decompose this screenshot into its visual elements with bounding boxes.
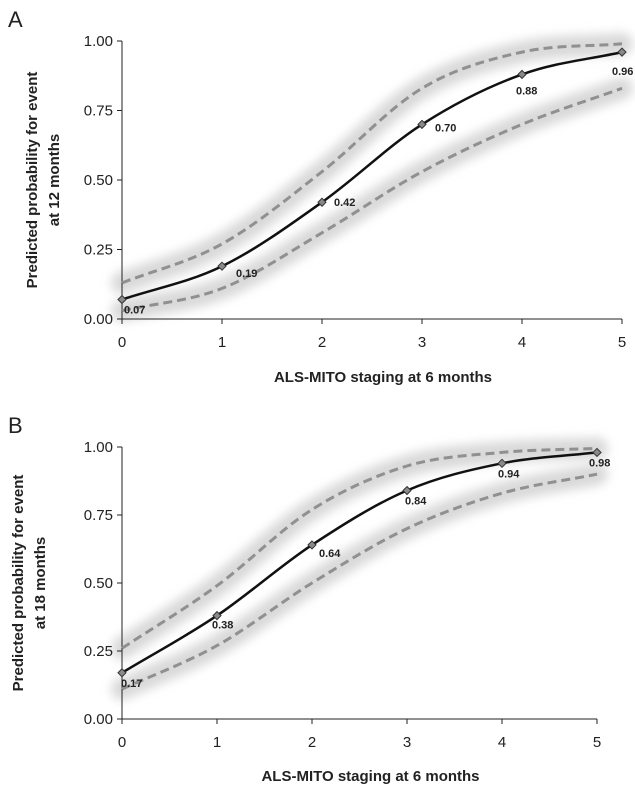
x-axis-title: ALS-MITO staging at 6 months <box>274 369 492 386</box>
y-axis-title-line-1: Predicted probability for event <box>24 72 41 289</box>
y-tick-label: 0.50 <box>84 172 113 189</box>
x-tick-label: 3 <box>418 334 426 351</box>
data-point-label: 0.70 <box>435 122 456 134</box>
y-tick-label: 0.00 <box>84 711 113 728</box>
ci-upper-line <box>121 42 623 285</box>
x-tick-label: 0 <box>118 734 126 751</box>
data-point-label: 0.98 <box>589 457 610 469</box>
x-tick-label: 1 <box>213 734 221 751</box>
data-point-marker <box>402 485 412 496</box>
y-tick-label: 0.75 <box>84 103 113 120</box>
data-point-marker <box>212 610 222 621</box>
data-point-marker <box>617 47 627 57</box>
y-tick-label: 0.00 <box>84 311 113 328</box>
data-point-marker <box>417 119 427 130</box>
panel-a: A 0.00 0.25 0.50 0.75 1.00 0 1 2 3 4 5 0.07 0.19 0.42 0… <box>8 7 633 386</box>
x-axis-title: ALS-MITO staging at 6 months <box>261 768 479 785</box>
data-point-marker <box>592 447 602 458</box>
data-point-marker <box>217 261 227 271</box>
data-point-label: 0.38 <box>212 620 233 632</box>
data-point-marker <box>117 294 127 305</box>
data-point-marker <box>497 458 507 469</box>
data-point-label: 0.17 <box>121 678 142 690</box>
y-tick-label: 1.00 <box>84 33 113 50</box>
ci-lower-line <box>121 472 598 691</box>
y-tick-label: 1.00 <box>84 439 113 456</box>
data-point-label: 0.94 <box>498 468 520 480</box>
data-point-label: 0.96 <box>612 66 633 78</box>
y-axis-title-line-1: Predicted probability for event <box>10 475 27 692</box>
panel-letter: A <box>8 7 23 32</box>
data-point-label: 0.19 <box>236 268 257 280</box>
ci-lower-line <box>121 86 623 313</box>
data-point-marker <box>117 668 127 678</box>
data-point-label: 0.64 <box>319 548 341 560</box>
y-axis-title-line-2: at 12 months <box>46 134 63 227</box>
estimate-line <box>121 451 598 674</box>
data-point-marker <box>517 69 527 80</box>
data-point-label: 0.42 <box>334 197 355 209</box>
x-tick-label: 4 <box>498 734 506 751</box>
x-tick-label: 3 <box>403 734 411 751</box>
data-point-label: 0.84 <box>405 496 427 508</box>
x-tick-label: 5 <box>593 734 601 751</box>
x-tick-label: 2 <box>308 734 316 751</box>
data-point-label: 0.07 <box>124 305 145 317</box>
y-axis-title-line-2: at 18 months <box>32 537 49 630</box>
x-tick-label: 1 <box>218 334 226 351</box>
panel-b: B 0.00 0.25 0.50 0.75 1.00 0 1 2 3 4 5 0.17 0.38 0.64 0… <box>8 413 610 785</box>
x-tick-label: 2 <box>318 334 326 351</box>
y-tick-label: 0.50 <box>84 575 113 592</box>
estimate-line <box>121 50 623 301</box>
y-tick-label: 0.25 <box>84 643 113 660</box>
y-tick-label: 0.25 <box>84 242 113 259</box>
data-point-marker <box>317 197 327 207</box>
data-point-marker <box>307 540 317 550</box>
panel-letter: B <box>8 413 23 438</box>
x-tick-label: 0 <box>118 334 126 351</box>
y-tick-label: 0.75 <box>84 507 113 524</box>
data-point-label: 0.88 <box>516 85 537 97</box>
x-tick-label: 4 <box>518 334 526 351</box>
ci-upper-line <box>121 446 598 650</box>
x-tick-label: 5 <box>618 334 626 351</box>
